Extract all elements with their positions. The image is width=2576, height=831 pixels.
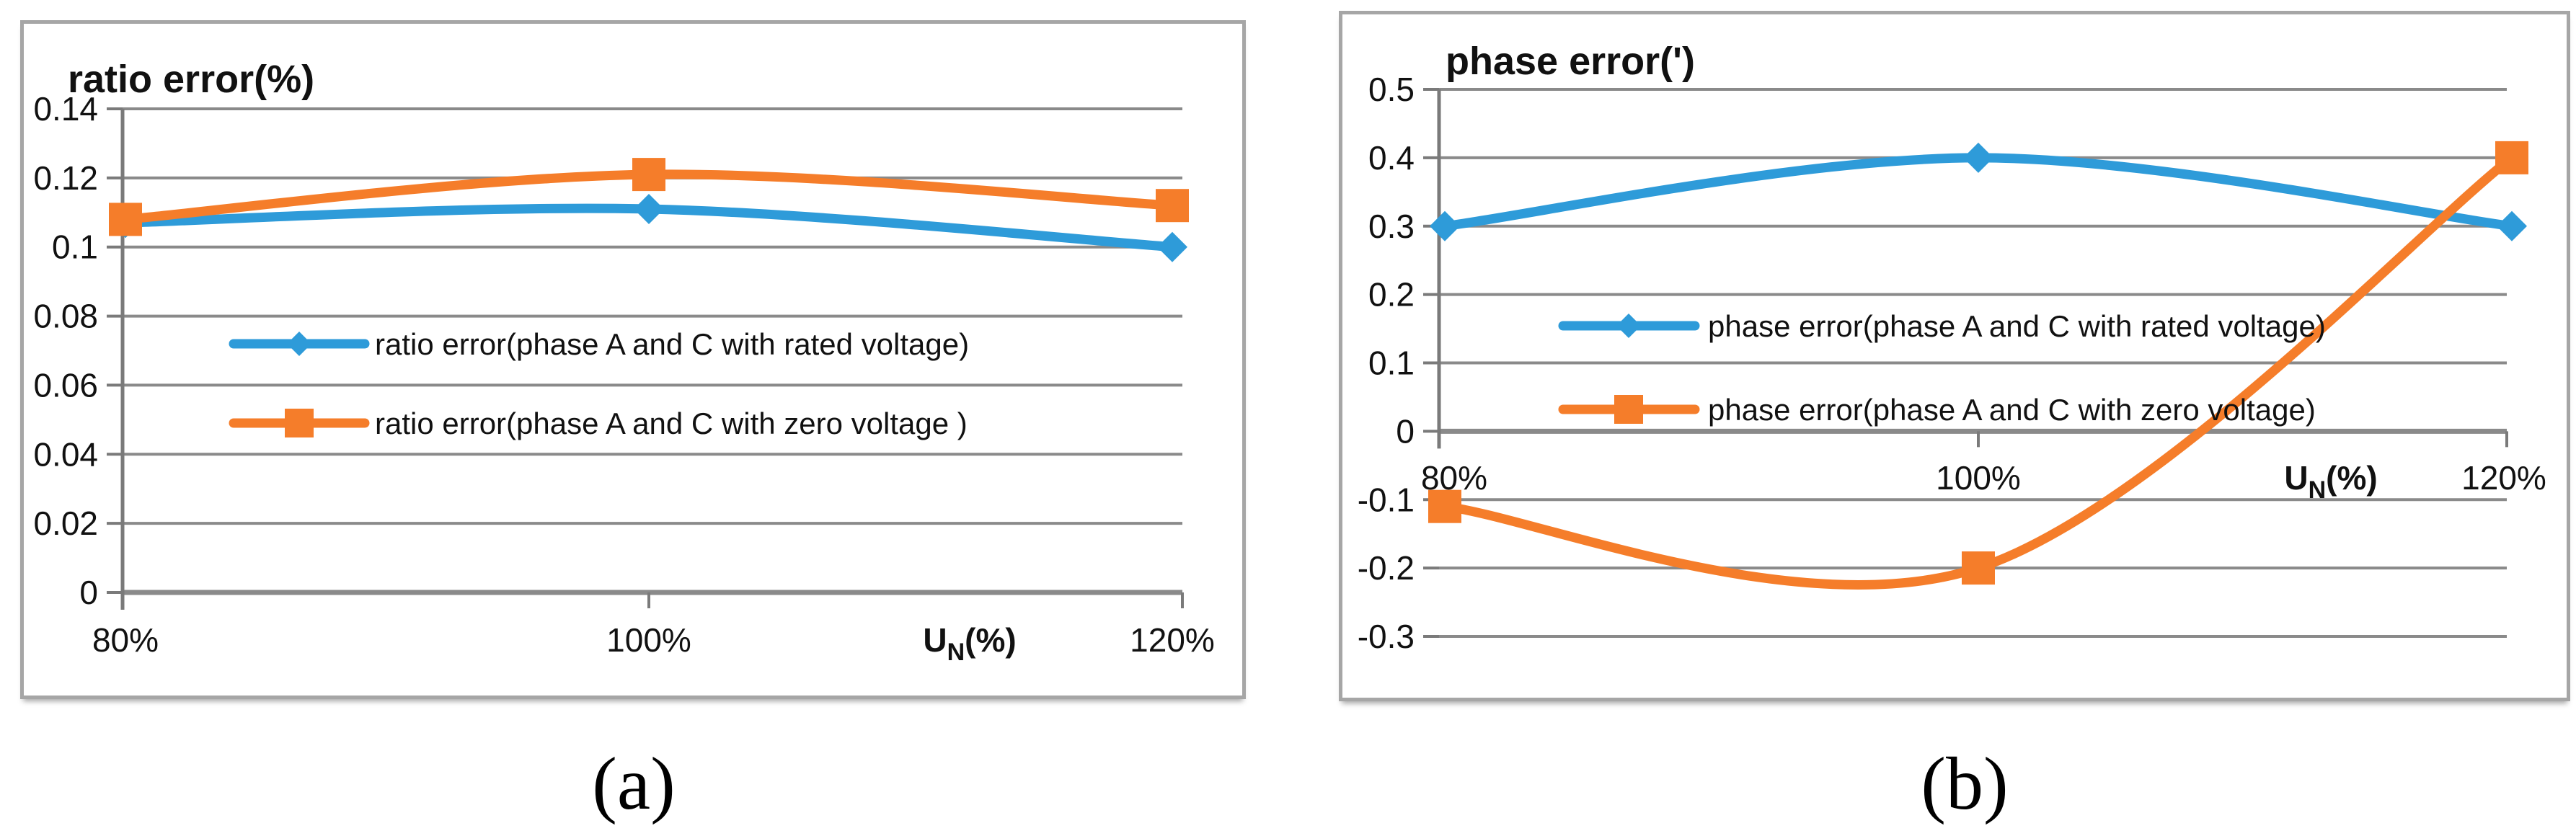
y-tick-label: 0.5 (1368, 71, 1415, 108)
data-point-square (2495, 141, 2528, 174)
data-point-square (1156, 189, 1189, 223)
caption-a: (a) (592, 742, 676, 825)
data-point-diamond (1430, 210, 1460, 241)
x-axis-label-pre: U (2284, 459, 2308, 497)
legend-marker-square (1614, 395, 1643, 424)
chart-title: ratio error(%) (68, 58, 314, 101)
legend-label: phase error(phase A and C with rated vol… (1708, 309, 2326, 343)
panel-border (1339, 11, 2570, 701)
chart-panel-a: 0.14 0.12 0.1 0.08 0.06 0.04 0.02 0 ratio error(… (20, 20, 1246, 699)
x-axis-label-sub: N (2309, 476, 2327, 504)
y-tick-label: 0.1 (1368, 345, 1415, 382)
data-point-square (1428, 489, 1461, 523)
panel-border (20, 20, 1246, 699)
legend-marker-diamond (1616, 314, 1641, 338)
data-point-diamond (2497, 210, 2527, 241)
y-tick-label: -0.3 (1358, 618, 1415, 655)
x-tick-label: 120% (1130, 621, 1215, 659)
data-point-square (1962, 551, 1995, 585)
legend-label: phase error(phase A and C with zero volt… (1708, 393, 2316, 427)
y-tick-label: 0.04 (33, 435, 98, 473)
y-tick-label: -0.2 (1358, 549, 1415, 587)
y-tick-label: 0 (79, 574, 98, 611)
legend-label: ratio error(phase A and C with zero volt… (375, 406, 968, 440)
y-tick-label: 0 (1396, 412, 1415, 450)
data-point-square (109, 203, 142, 236)
y-tick-label: 0.3 (1368, 208, 1415, 245)
ratio-error-chart: 0.14 0.12 0.1 0.08 0.06 0.04 0.02 0 ratio error(… (20, 20, 1246, 699)
legend-label: ratio error(phase A and C with rated vol… (375, 327, 969, 361)
x-axis-label-pre: U (923, 621, 947, 659)
x-tick-label: 100% (606, 621, 691, 659)
y-tick-label: -0.1 (1358, 481, 1415, 518)
caption-b: (b) (1921, 742, 2009, 825)
x-axis-label: UN(%) (2284, 459, 2377, 504)
data-point-diamond (634, 194, 664, 224)
legend-marker-square (285, 409, 314, 437)
data-point-diamond (1157, 231, 1187, 262)
x-axis-label: UN(%) (923, 621, 1016, 666)
y-tick-label: 0.14 (33, 90, 98, 128)
legend-marker-diamond (287, 332, 311, 356)
chart-panel-b: 0.5 0.4 0.3 0.2 0.1 0 -0.1 -0.2 -0.3 phase error(… (1339, 11, 2570, 701)
chart-title: phase error(') (1446, 40, 1695, 83)
y-tick-label: 0.1 (52, 228, 98, 266)
x-axis-label-sub: N (947, 639, 965, 666)
x-tick-label: 100% (1936, 459, 2021, 497)
x-tick-label: 120% (2461, 459, 2546, 497)
phase-error-chart: 0.5 0.4 0.3 0.2 0.1 0 -0.1 -0.2 -0.3 phase error(… (1339, 11, 2570, 701)
y-tick-label: 0.4 (1368, 139, 1415, 177)
data-point-square (632, 158, 665, 192)
y-tick-label: 0.2 (1368, 276, 1415, 314)
x-tick-label: 80% (92, 621, 159, 659)
y-tick-label: 0.12 (33, 159, 98, 197)
y-tick-label: 0.08 (33, 298, 98, 335)
x-axis-label-post: (%) (2326, 459, 2378, 497)
data-point-diamond (1963, 142, 1993, 173)
y-tick-label: 0.06 (33, 366, 98, 404)
x-axis-label-post: (%) (965, 621, 1017, 659)
x-tick-label: 80% (1421, 459, 1487, 497)
y-tick-label: 0.02 (33, 505, 98, 542)
